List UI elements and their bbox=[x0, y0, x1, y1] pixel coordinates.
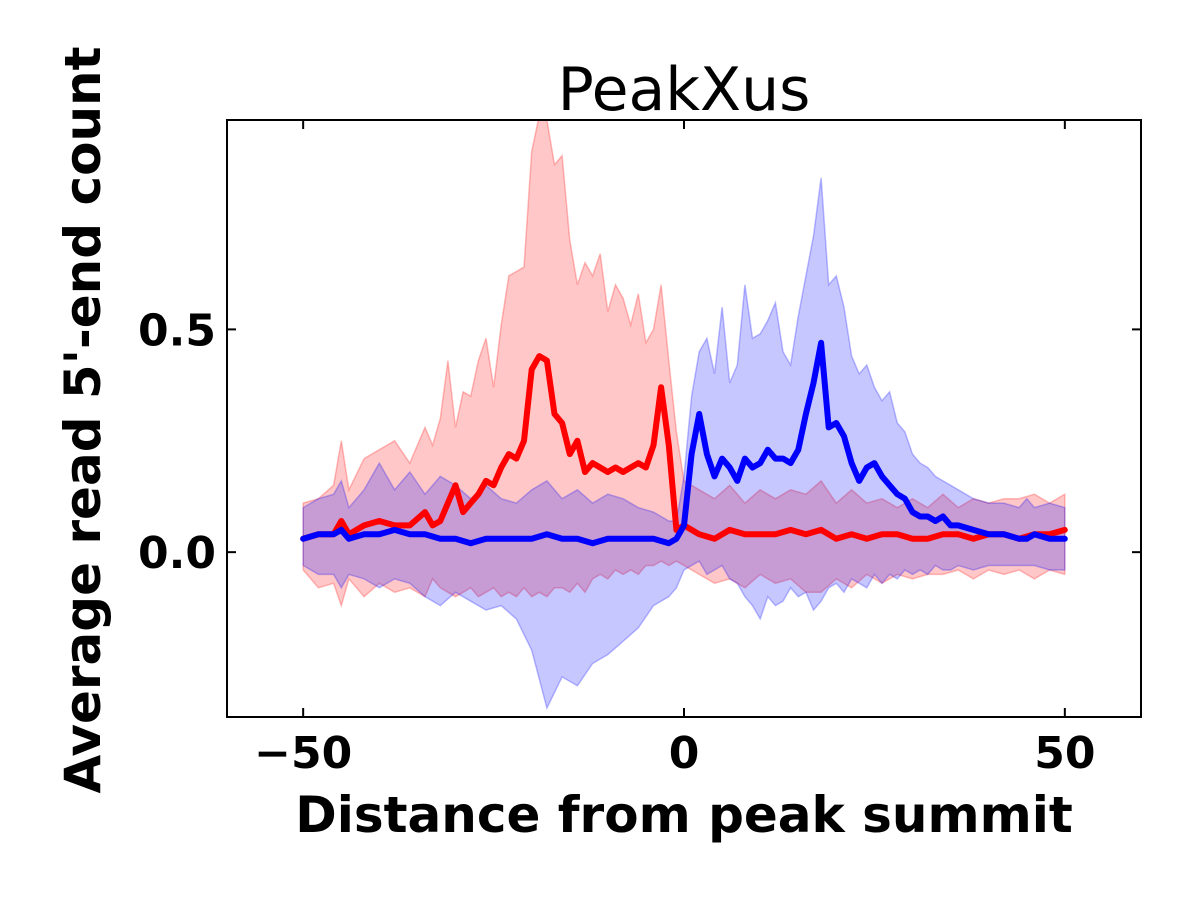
x-tick-label: 50 bbox=[1034, 728, 1095, 779]
x-axis-label: Distance from peak summit bbox=[295, 786, 1073, 844]
series-1-band bbox=[302, 177, 1066, 711]
y-tick-label: 0.0 bbox=[138, 528, 216, 579]
x-tick-label: 0 bbox=[669, 728, 700, 779]
axis-ticks: −50 0 50 0.0 0.5 bbox=[138, 120, 1141, 779]
series-1-line bbox=[300, 339, 1068, 547]
plot-frame bbox=[226, 119, 1142, 718]
x-tick-label: −50 bbox=[254, 728, 352, 779]
chart-title: PeakXus bbox=[558, 55, 811, 125]
line-group bbox=[300, 339, 1068, 547]
series-0-line bbox=[300, 353, 1068, 542]
plot-area bbox=[300, 120, 1068, 711]
y-tick-label: 0.5 bbox=[138, 305, 216, 356]
y-axis-label: Average read 5'-end count bbox=[54, 46, 112, 793]
band-group bbox=[302, 120, 1066, 711]
